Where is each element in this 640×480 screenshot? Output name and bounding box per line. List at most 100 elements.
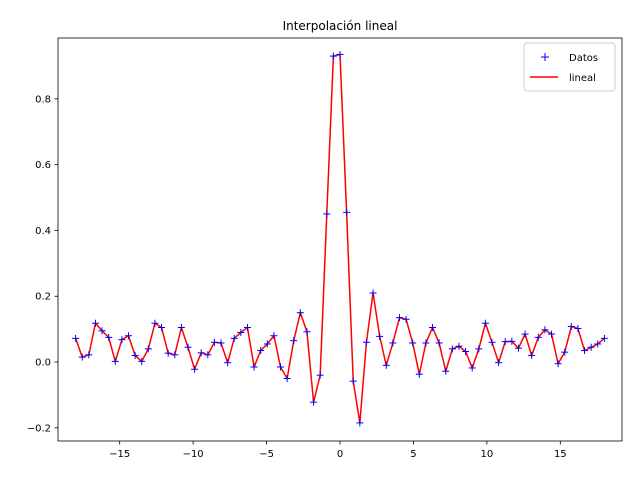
data-point	[290, 337, 298, 345]
data-point	[508, 337, 516, 345]
x-tick-label: 0	[337, 449, 343, 460]
data-point	[224, 359, 232, 367]
data-point	[303, 328, 311, 336]
data-point	[144, 345, 152, 353]
data-point	[138, 357, 146, 365]
data-point	[488, 338, 496, 346]
legend-marker-datos	[541, 53, 549, 61]
x-tick-label: −10	[183, 449, 204, 460]
data-point	[125, 332, 132, 340]
data-point	[369, 289, 377, 297]
data-point	[349, 377, 357, 385]
x-axis: −15 −10 −5 0 5 10 15	[109, 441, 567, 460]
data-point	[541, 326, 549, 334]
data-point	[389, 339, 397, 347]
data-point	[296, 309, 304, 317]
data-point	[581, 347, 589, 355]
data-point	[243, 324, 251, 332]
y-tick-label: 0.0	[35, 358, 51, 369]
data-point	[316, 371, 324, 379]
chart-title: Interpolación lineal	[283, 19, 398, 33]
data-point	[475, 345, 483, 353]
data-point	[362, 338, 370, 346]
legend: Datos lineal	[523, 42, 616, 92]
data-point	[395, 314, 403, 322]
legend-box	[523, 42, 616, 92]
data-point	[250, 363, 258, 371]
y-tick-label: 0.8	[35, 94, 51, 105]
data-point	[270, 332, 278, 340]
data-point	[356, 419, 364, 427]
data-point	[171, 351, 179, 359]
data-point	[177, 324, 185, 332]
data-point	[435, 339, 443, 347]
data-point	[442, 367, 450, 375]
data-point	[210, 338, 218, 346]
data-point	[72, 334, 80, 342]
data-point	[283, 374, 291, 382]
data-point	[105, 333, 113, 341]
data-point	[501, 338, 509, 346]
data-point	[257, 347, 265, 355]
data-point	[158, 324, 166, 332]
data-point	[422, 339, 430, 347]
data-point	[230, 334, 238, 342]
data-point	[554, 360, 562, 368]
data-point	[409, 339, 417, 347]
data-point	[567, 323, 575, 331]
y-tick-label: 0.4	[35, 226, 51, 237]
data-point	[329, 52, 337, 60]
data-point	[448, 345, 456, 353]
data-point	[237, 328, 245, 336]
data-point	[323, 210, 331, 218]
data-point	[197, 349, 205, 357]
x-tick-label: 10	[481, 449, 494, 460]
y-axis: −0.2 0.0 0.2 0.4 0.6 0.8	[27, 94, 58, 434]
data-point	[574, 324, 582, 332]
data-point	[382, 361, 390, 369]
data-point	[217, 339, 225, 347]
data-point	[164, 349, 172, 357]
x-tick-label: −5	[259, 449, 274, 460]
data-point	[514, 344, 522, 352]
data-point	[343, 208, 351, 216]
legend-label-lineal: lineal	[569, 73, 596, 84]
data-point	[561, 348, 569, 356]
data-point	[600, 334, 608, 342]
data-point	[336, 50, 344, 58]
data-point	[429, 324, 437, 332]
data-point	[111, 357, 119, 365]
data-point	[468, 364, 476, 372]
data-point	[594, 340, 602, 348]
data-point	[151, 319, 159, 327]
data-point	[310, 398, 318, 406]
data-point	[534, 333, 542, 341]
data-point	[402, 315, 410, 323]
data-point	[481, 319, 489, 327]
data-point	[587, 343, 595, 351]
y-tick-label: 0.2	[35, 292, 51, 303]
data-point	[277, 363, 285, 371]
data-point	[184, 343, 192, 351]
y-tick-label: 0.6	[35, 160, 51, 171]
data-point	[528, 351, 536, 359]
plot-area	[72, 50, 608, 427]
data-point	[78, 353, 86, 361]
data-point	[462, 348, 470, 356]
series-datos	[72, 50, 608, 427]
data-point	[131, 351, 139, 359]
data-point	[191, 365, 199, 373]
y-tick-label: −0.2	[27, 423, 51, 434]
data-point	[91, 319, 99, 327]
x-tick-label: −15	[109, 449, 130, 460]
data-point	[455, 342, 463, 350]
data-point	[98, 327, 106, 335]
legend-label-datos: Datos	[569, 53, 598, 64]
data-point	[85, 351, 93, 359]
x-tick-label: 15	[554, 449, 567, 460]
x-tick-label: 5	[410, 449, 416, 460]
data-point	[495, 359, 503, 367]
data-point	[204, 351, 212, 359]
data-point	[376, 332, 384, 340]
